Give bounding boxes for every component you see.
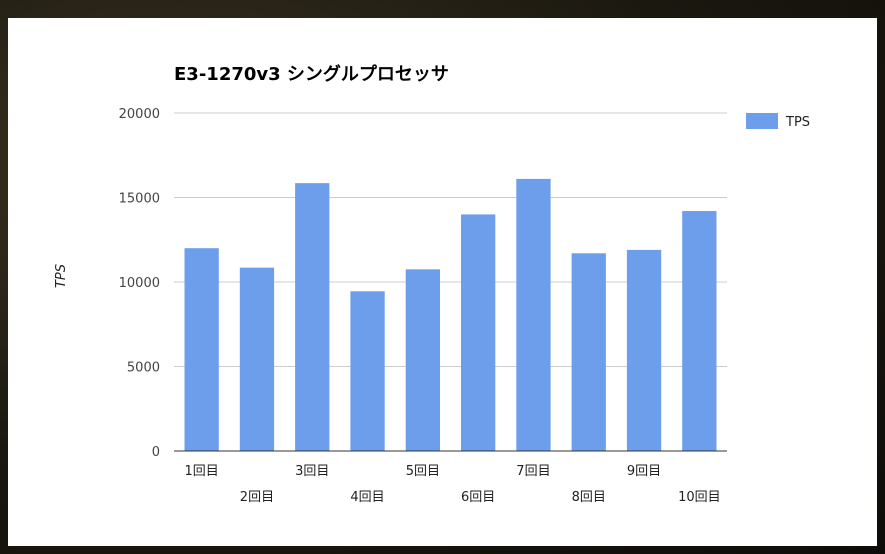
x-category-label: 6回目 xyxy=(461,490,495,505)
x-category-label: 10回目 xyxy=(678,490,721,505)
chart-title: E3-1270v3 シングルプロセッサ xyxy=(174,63,449,85)
y-tick-label: 20000 xyxy=(119,107,160,122)
bar-3 xyxy=(295,183,330,451)
x-category-label: 8回目 xyxy=(572,490,606,505)
x-category-label: 9回目 xyxy=(627,464,661,479)
y-tick-label: 0 xyxy=(152,445,160,460)
x-category-label: 7回目 xyxy=(516,464,550,479)
bar-7 xyxy=(516,178,551,451)
y-tick-label: 5000 xyxy=(127,361,160,376)
bar-8 xyxy=(571,253,606,451)
bar-5 xyxy=(405,269,440,451)
bar-chart: E3-1270v3 シングルプロセッサ TPS 0 5000 10000 15000 2… xyxy=(54,63,810,505)
legend-swatch xyxy=(746,113,778,129)
x-category-label: 3回目 xyxy=(295,464,329,479)
chart-panel: E3-1270v3 シングルプロセッサ TPS 0 5000 10000 15000 2… xyxy=(8,18,877,546)
bar-1 xyxy=(184,248,219,451)
y-tick-label: 15000 xyxy=(119,192,160,207)
x-category-label: 5回目 xyxy=(406,464,440,479)
legend: TPS xyxy=(746,113,810,130)
bar-2 xyxy=(239,267,275,451)
bar-4 xyxy=(350,291,385,451)
legend-label-tps: TPS xyxy=(785,115,810,130)
y-tick-label: 10000 xyxy=(119,276,160,291)
bar-10 xyxy=(682,211,717,451)
y-axis-label: TPS xyxy=(54,264,69,288)
y-axis-ticks: 0 5000 10000 15000 20000 xyxy=(119,107,160,460)
bars xyxy=(184,178,717,451)
x-category-label: 2回目 xyxy=(240,490,274,505)
x-axis-categories: 1回目 2回目 3回目 4回目 5回目 6回目 7回目 8回目 9回目 10回目 xyxy=(185,464,721,505)
bar-9 xyxy=(626,249,662,451)
x-category-label: 4回目 xyxy=(350,490,384,505)
bar-6 xyxy=(461,214,496,451)
x-category-label: 1回目 xyxy=(185,464,219,479)
